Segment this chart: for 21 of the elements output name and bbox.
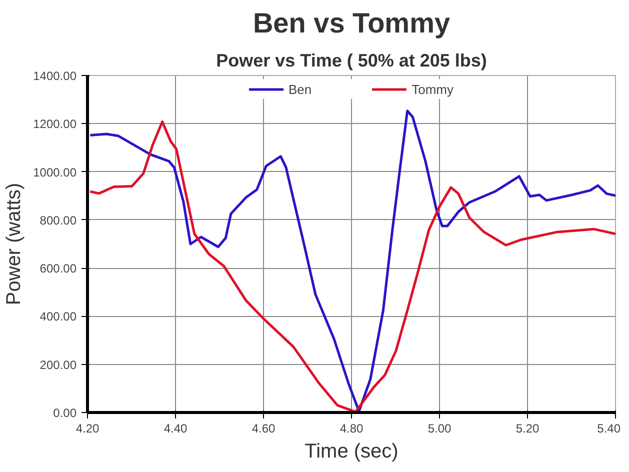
x-tick-label: 4.80 (340, 422, 364, 436)
y-tick-label: 400.00 (40, 310, 77, 324)
x-tick-label: 4.20 (76, 422, 100, 436)
y-axis-title: Power (watts) (3, 182, 26, 306)
legend-label: Ben (288, 82, 312, 96)
x-tick-label: 5.00 (428, 422, 452, 436)
y-tick-label: 1200.00 (33, 117, 77, 132)
x-tick-label: 5.40 (597, 422, 621, 436)
y-tick-label: 800.00 (40, 213, 77, 228)
chart-subtitle: Power vs Time ( 50% at 205 lbs) (216, 50, 487, 70)
x-axis-title: Time (sec) (304, 440, 398, 462)
x-tick-label: 5.20 (516, 422, 540, 436)
chart-title: Ben vs Tommy (252, 8, 450, 38)
y-tick-label: 1000.00 (33, 165, 77, 180)
legend-label: Tommy (412, 82, 454, 96)
y-tick-label: 0.00 (53, 406, 77, 420)
x-tick-label: 4.40 (164, 422, 188, 436)
x-tick-label: 4.60 (252, 422, 276, 436)
y-tick-label: 200.00 (40, 358, 77, 372)
y-tick-label: 1400.00 (33, 69, 77, 83)
y-tick-label: 600.00 (40, 262, 77, 276)
